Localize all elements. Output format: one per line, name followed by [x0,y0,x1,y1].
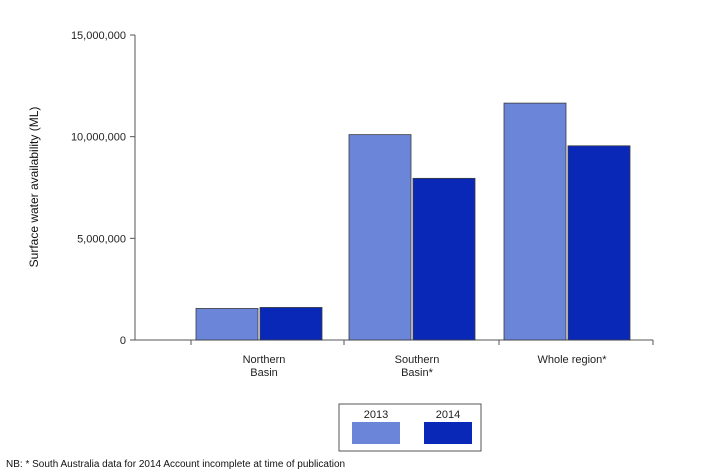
category-label: Southern Basin* [395,354,440,379]
category-label-line: Southern [395,354,440,366]
bars [195,102,631,341]
legend-label: 2014 [436,409,460,421]
legend-label: 2013 [364,409,388,421]
category-label: Northern Basin [243,354,286,379]
legend: 2013 2014 [338,403,482,452]
y-tick-label: 10,000,000 [71,132,126,144]
category-labels: Northern Basin Southern Basin* Whole region* [243,354,608,379]
bar-2013-0 [195,308,259,341]
y-axis: 0 5,000,000 10,000,000 15,000,000 [71,30,136,347]
category-label: Whole region* [537,354,607,366]
category-label-line: Northern [243,354,286,366]
y-axis-title: Surface water availability (ML) [27,107,41,268]
footnote: NB: * South Australia data for 2014 Acco… [6,459,346,470]
category-label-line: Basin [250,367,278,379]
x-axis [135,339,654,345]
bar-2013-1 [348,134,412,341]
legend-swatch [424,422,472,444]
bar-2014-0 [259,307,323,341]
y-tick-label: 0 [120,335,126,347]
bar-2014-1 [412,177,476,341]
legend-swatch [352,422,400,444]
category-label-line: Basin* [401,367,434,379]
y-tick-label: 5,000,000 [77,233,126,245]
y-tick-label: 15,000,000 [71,30,126,42]
bar-2014-2 [567,145,631,341]
category-label-line: Whole region* [537,354,607,366]
bar-2013-2 [503,102,567,341]
